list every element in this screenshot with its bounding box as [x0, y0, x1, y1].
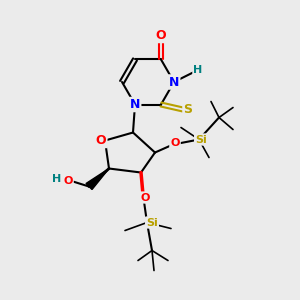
Text: Si: Si	[146, 218, 158, 227]
Text: O: O	[96, 134, 106, 147]
Text: N: N	[130, 98, 140, 111]
Text: H: H	[194, 65, 202, 75]
Text: O: O	[140, 193, 150, 202]
Text: O: O	[63, 176, 73, 185]
Text: H: H	[52, 173, 62, 184]
Text: Si: Si	[195, 134, 207, 145]
Text: N: N	[169, 76, 179, 88]
Text: O: O	[170, 137, 180, 148]
Polygon shape	[86, 169, 109, 190]
Text: O: O	[156, 29, 166, 42]
Text: S: S	[184, 103, 193, 116]
